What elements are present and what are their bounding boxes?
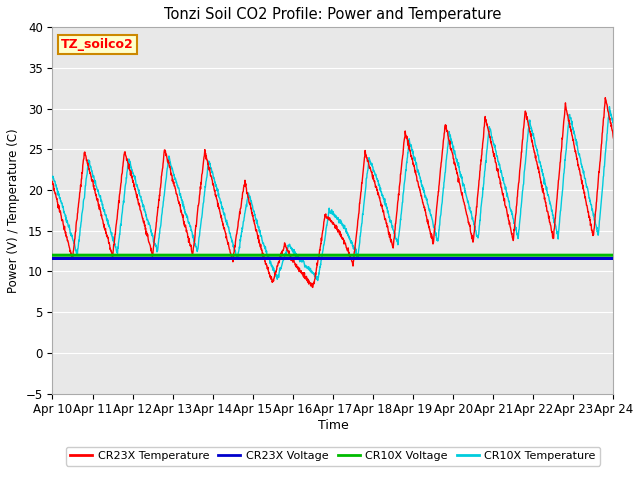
Text: TZ_soilco2: TZ_soilco2 bbox=[61, 38, 134, 51]
Y-axis label: Power (V) / Temperature (C): Power (V) / Temperature (C) bbox=[7, 128, 20, 293]
Legend: CR23X Temperature, CR23X Voltage, CR10X Voltage, CR10X Temperature: CR23X Temperature, CR23X Voltage, CR10X … bbox=[66, 447, 600, 466]
Title: Tonzi Soil CO2 Profile: Power and Temperature: Tonzi Soil CO2 Profile: Power and Temper… bbox=[164, 7, 502, 22]
X-axis label: Time: Time bbox=[317, 419, 348, 432]
